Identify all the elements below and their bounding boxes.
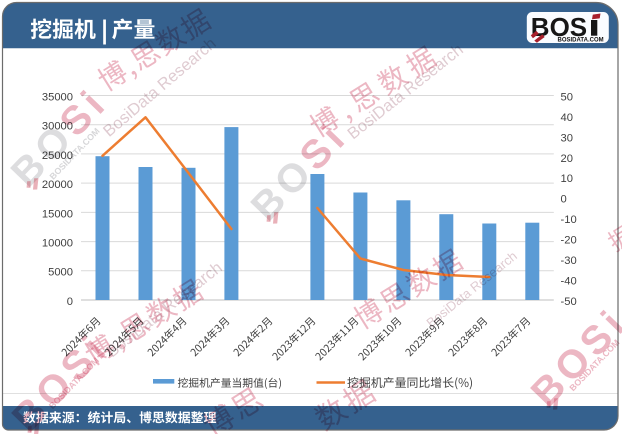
svg-text:35000: 35000 (42, 91, 73, 103)
svg-text:-50: -50 (561, 296, 577, 308)
svg-text:20000: 20000 (42, 179, 73, 191)
svg-text:20: 20 (561, 153, 573, 165)
svg-text:40: 40 (561, 112, 573, 124)
svg-text:30: 30 (561, 132, 573, 144)
svg-text:0: 0 (561, 194, 567, 206)
svg-text:-30: -30 (561, 255, 577, 267)
svg-text:15000: 15000 (42, 208, 73, 220)
svg-text:10: 10 (561, 173, 573, 185)
svg-text:-40: -40 (561, 275, 577, 287)
svg-text:-20: -20 (561, 235, 577, 247)
svg-text:25000: 25000 (42, 150, 73, 162)
svg-text:5000: 5000 (48, 267, 73, 279)
svg-text:BOSIDATA.COM: BOSIDATA.COM (558, 37, 604, 43)
svg-text:50: 50 (561, 91, 573, 103)
svg-text:-10: -10 (561, 214, 577, 226)
svg-text:30000: 30000 (42, 121, 73, 133)
svg-text:10000: 10000 (42, 238, 73, 250)
svg-text:0: 0 (67, 296, 73, 308)
